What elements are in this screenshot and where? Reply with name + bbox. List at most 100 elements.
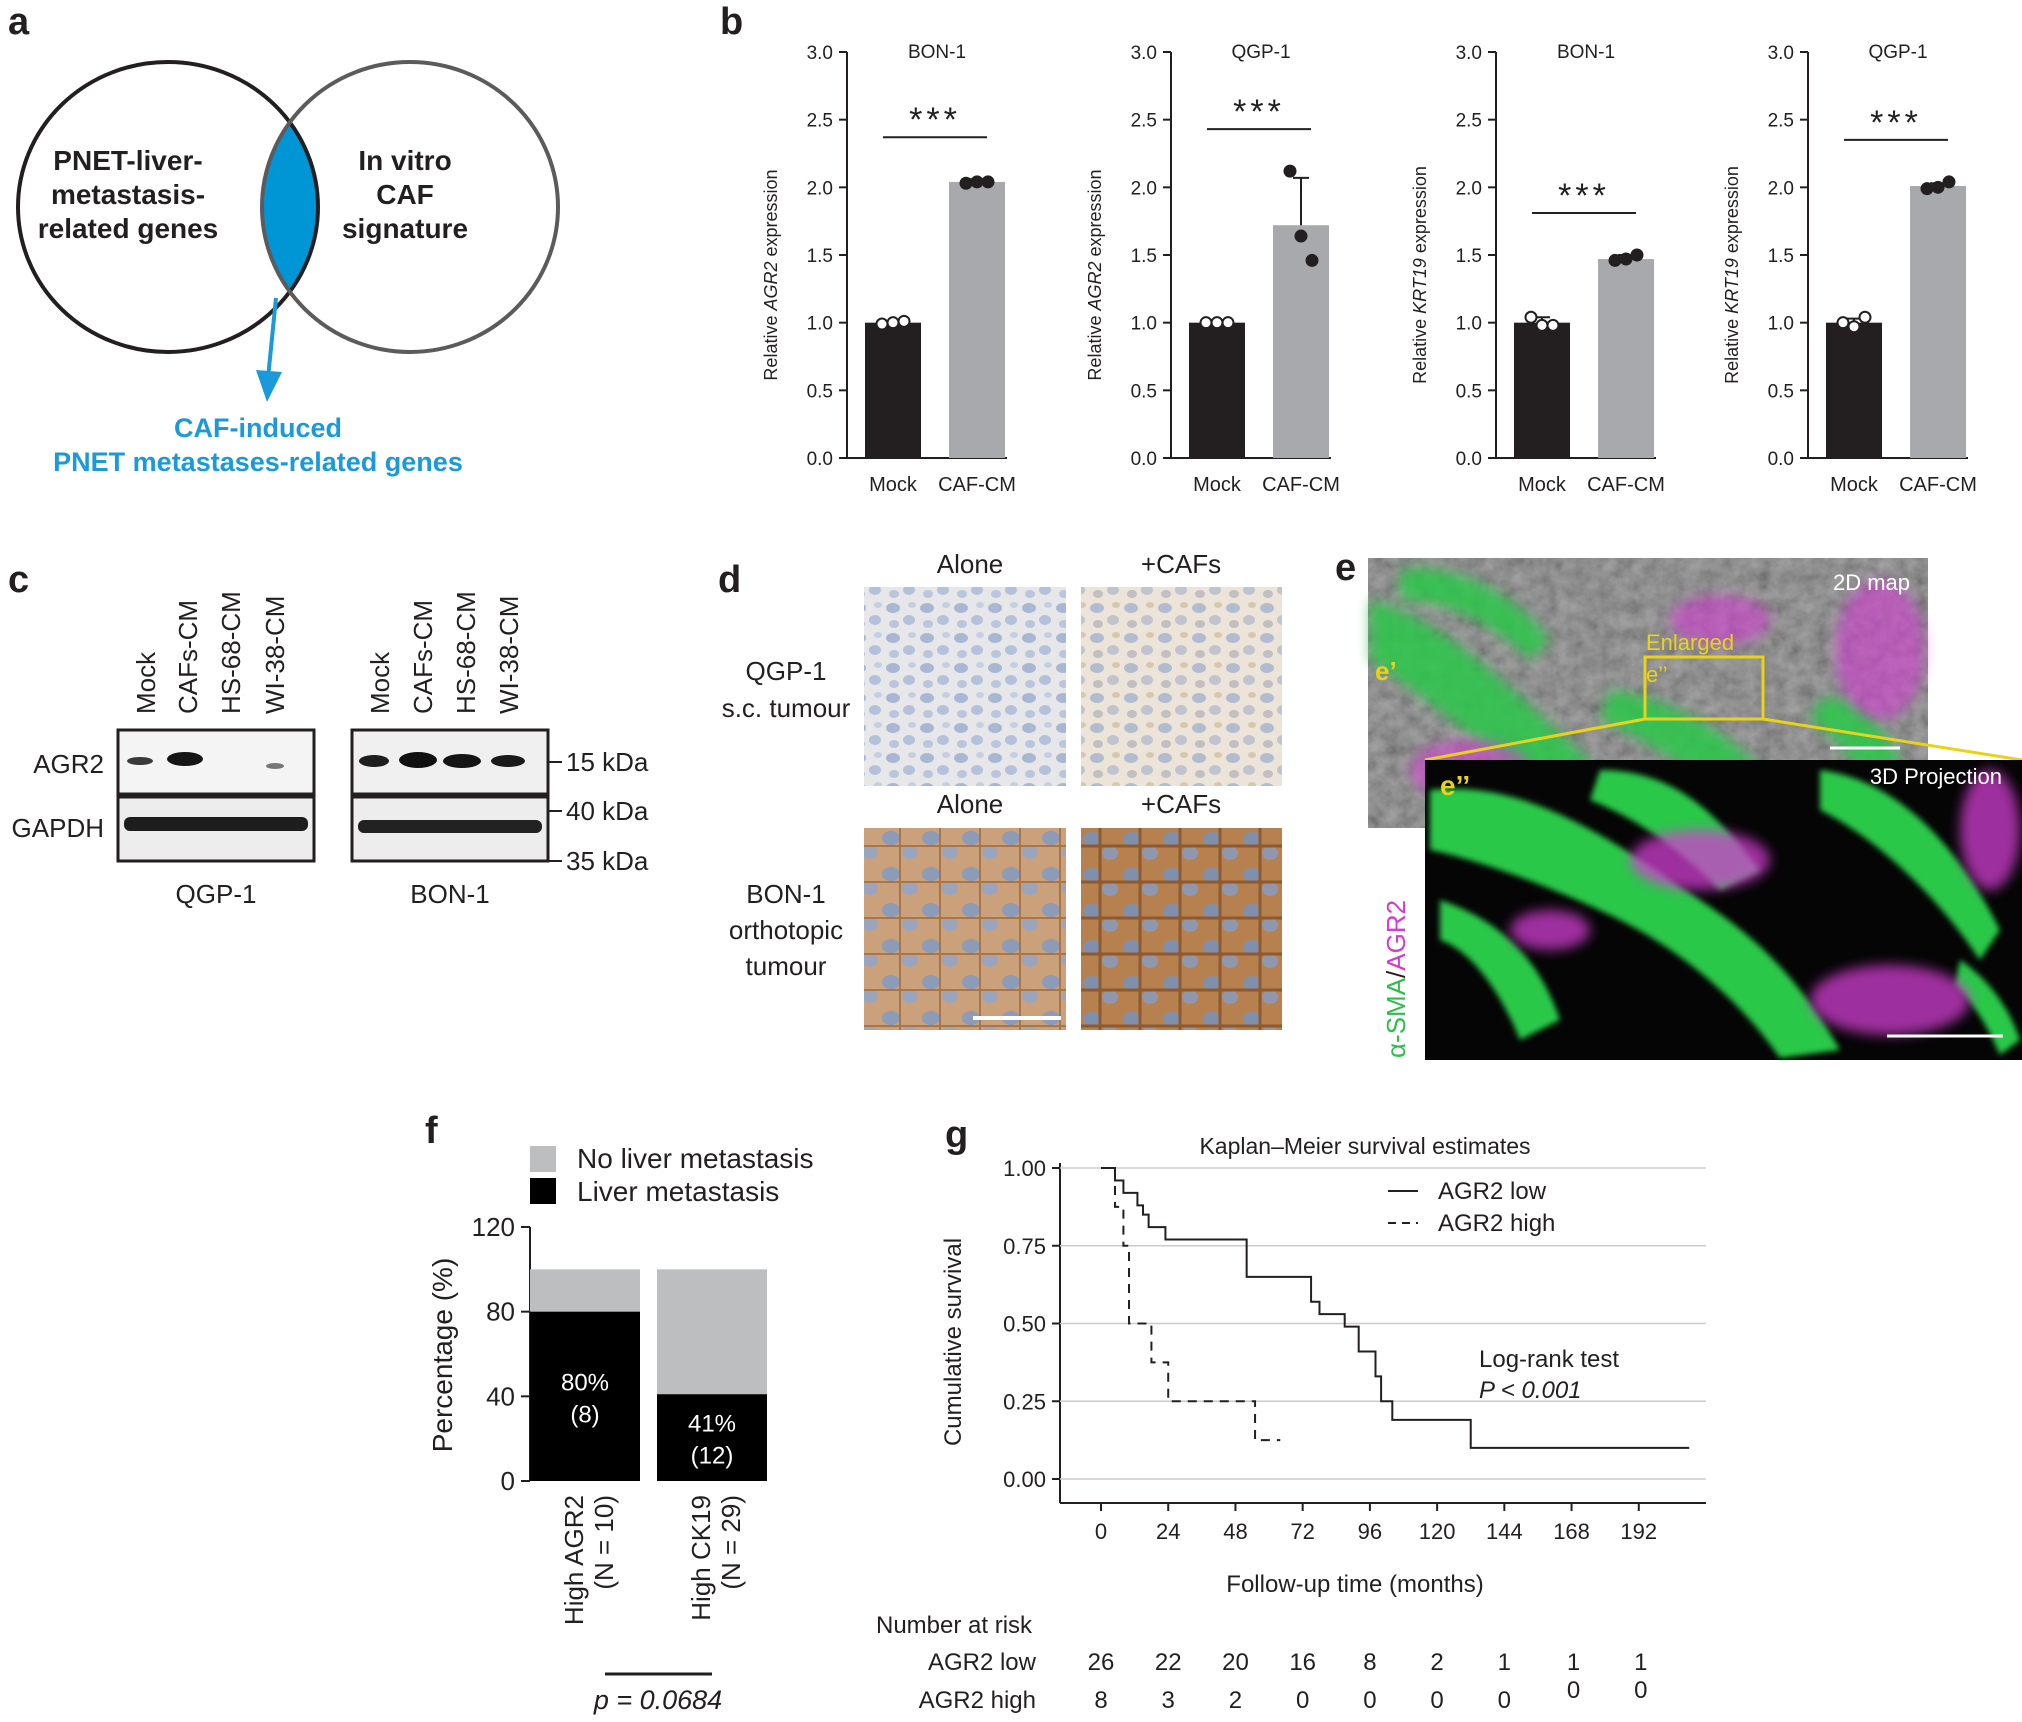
venn-right-label-2: CAF: [376, 179, 434, 210]
y-tick-label: 0.0: [1456, 449, 1482, 470]
data-point: [1920, 182, 1934, 196]
label-3d-projection: 3D Projection: [1870, 764, 2002, 789]
panel-f-chart: 0 40 80 120 80% (8) High AGR2 (N = 10) 41% (12) Hi…: [472, 1212, 767, 1625]
venn-right-label-1: In vitro: [358, 145, 451, 176]
ylabel-suffix: expression: [1410, 166, 1430, 258]
tag-e-double-prime: e’’: [1440, 770, 1470, 801]
y-tick-label: 2.5: [1131, 111, 1157, 132]
y-tick-label: 0.5: [807, 381, 833, 402]
f-pvalue-text: p = 0.0684: [593, 1685, 722, 1715]
bar-data-count: (12): [691, 1443, 734, 1470]
km-curve-agr2-low: [1101, 1167, 1690, 1449]
panel-g: g 0.000.250.500.751.000 24 48 72 96 120 144 168…: [876, 1114, 1706, 1714]
panel-label-f: f: [425, 1110, 438, 1152]
x-label-n: (N = 10): [589, 1495, 619, 1590]
stain-magenta: AGR2: [1381, 900, 1411, 971]
lane-label-cafs-bon1: CAFs-CM: [408, 600, 438, 714]
risk-value: 8: [1094, 1687, 1107, 1714]
data-point: [970, 175, 984, 189]
data-point: [1524, 310, 1538, 324]
venn-result-label-1: CAF-induced: [174, 413, 342, 443]
chart-b-3: 0.0 0.5 1.0 1.5 2.0 2.5 3.0 Relative KRT19 expr…: [1410, 42, 1665, 496]
col-label-alone-2: Alone: [937, 789, 1004, 819]
bar-mock: [1514, 322, 1570, 458]
risk-value: 3: [1162, 1687, 1175, 1714]
x-label-group: High CK19: [686, 1495, 716, 1621]
y-tick-label: 0.5: [1131, 381, 1157, 402]
stain-sep: /: [1381, 970, 1411, 978]
risk-value: 0: [1498, 1687, 1511, 1714]
x-tick-label: 96: [1358, 1519, 1382, 1544]
panel-label-g: g: [945, 1114, 968, 1156]
col-label-cafs-1: +CAFs: [1141, 549, 1221, 579]
bar-caf-cm: [1598, 259, 1654, 458]
band: [167, 752, 203, 766]
panel-f: f No liver metastasis Liver metastasis P…: [425, 1110, 814, 1715]
y-tick-label: 3.0: [1131, 43, 1157, 64]
y-tick-label: 0.0: [1768, 449, 1794, 470]
risk-row-label-high: AGR2 high: [919, 1687, 1036, 1714]
ylabel-gene: AGR2: [1085, 262, 1105, 312]
kda-label-40: 40 kDa: [566, 796, 649, 826]
risk-row-label-low: AGR2 low: [928, 1649, 1037, 1676]
y-tick-label: 3.0: [1456, 43, 1482, 64]
g-xlabel: Follow-up time (months): [1226, 1571, 1483, 1598]
y-tick-label: 3.0: [1768, 43, 1794, 64]
data-point: [959, 176, 973, 190]
data-point: [1836, 316, 1850, 330]
significance-stars: ***: [1233, 93, 1285, 131]
cell-line-qgp1: QGP-1: [176, 879, 257, 909]
data-point: [1608, 253, 1622, 267]
band: [359, 755, 389, 767]
risk-value: 1: [1567, 1649, 1580, 1676]
x-tick-label: 192: [1620, 1519, 1657, 1544]
lane-label-wi38-qgp1: WI-38-CM: [260, 596, 290, 714]
panel-label-a: a: [8, 1, 30, 43]
data-point: [1630, 248, 1644, 262]
data-point: [1931, 180, 1945, 194]
x-tick-label: Mock: [869, 474, 918, 496]
x-tick-label: CAF-CM: [938, 474, 1016, 496]
bar-caf-cm: [1273, 225, 1329, 458]
label-2d-map: 2D map: [1833, 570, 1910, 595]
ylabel-prefix: Relative: [1085, 311, 1105, 381]
risk-value: 2: [1430, 1649, 1443, 1676]
y-axis-label: Relative KRT19 expression: [1722, 166, 1742, 384]
y-tick-label: 1.0: [1131, 314, 1157, 335]
y-tick-label: 0.25: [1003, 1389, 1046, 1414]
chart-title: QGP-1: [1231, 42, 1290, 63]
risk-value: 16: [1289, 1649, 1316, 1676]
panel-label-b: b: [720, 1, 743, 43]
km-curve-agr2-high: [1101, 1167, 1281, 1442]
row-label-tumour: tumour: [746, 951, 827, 981]
col-label-cafs-2: +CAFs: [1141, 789, 1221, 819]
x-label-group: High AGR2: [559, 1495, 589, 1625]
y-tick-label: 1.0: [807, 314, 833, 335]
y-tick-label: 1.5: [1131, 246, 1157, 267]
y-tick-label: 1.00: [1003, 1156, 1046, 1181]
data-point: [1294, 229, 1308, 243]
ihc-qgp1-cafs: [1081, 587, 1282, 786]
y-tick-label: 80: [486, 1297, 515, 1327]
venn-result-label-2: PNET metastases-related genes: [53, 447, 463, 477]
lane-label-hs68-qgp1: HS-68-CM: [216, 591, 246, 714]
y-tick-label: 40: [486, 1381, 515, 1411]
bar-no-liver-metastasis: [530, 1269, 640, 1312]
chart-title: BON-1: [1557, 42, 1615, 63]
data-point: [875, 317, 889, 331]
data-point: [897, 314, 911, 328]
y-tick-label: 0.0: [807, 449, 833, 470]
legend-liver: Liver metastasis: [577, 1176, 779, 1207]
venn-left-label-1: PNET-liver-: [53, 145, 202, 176]
g-title: Kaplan–Meier survival estimates: [1199, 1133, 1530, 1159]
magenta-patches-3d: [1510, 770, 2020, 1035]
ihc-bon1-cafs: [1081, 828, 1282, 1030]
band-row: [124, 817, 308, 831]
data-point: [1283, 164, 1297, 178]
panel-label-c: c: [8, 559, 29, 601]
chart-b-1: 0.0 0.5 1.0 1.5 2.0 2.5 3.0 Relative AGR2 expre…: [761, 42, 1016, 496]
venn-right-label-3: signature: [342, 213, 468, 244]
y-tick-label: 1.5: [1768, 246, 1794, 267]
bar-liver-metastasis: [530, 1311, 640, 1481]
